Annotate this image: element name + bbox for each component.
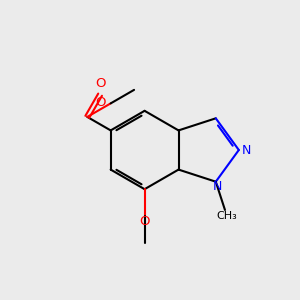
Text: CH₃: CH₃ [217,212,237,221]
Text: O: O [95,95,105,109]
Text: N: N [242,143,252,157]
Text: O: O [95,77,105,90]
Text: O: O [139,214,150,228]
Text: N: N [213,180,223,193]
